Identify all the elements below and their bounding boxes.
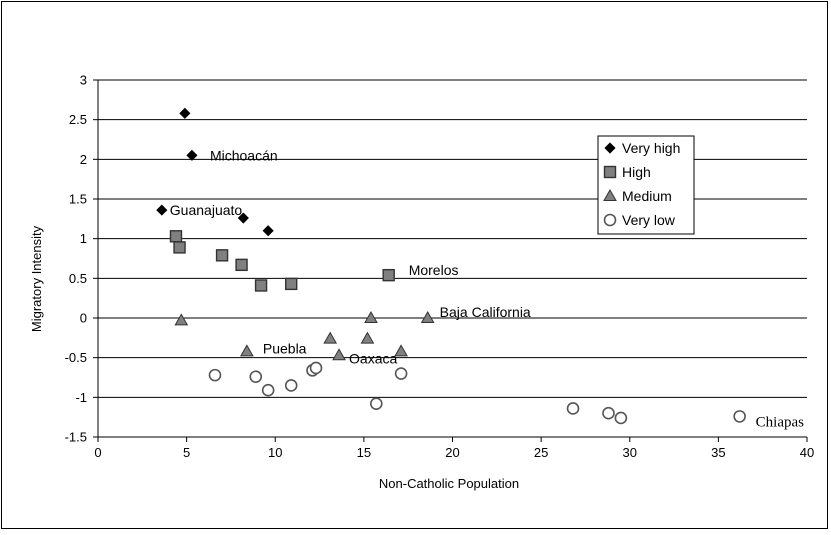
legend-label-medium: Medium xyxy=(622,188,672,204)
annotation-label: Baja California xyxy=(440,304,531,320)
point-high xyxy=(254,279,268,292)
x-axis-title: Non-Catholic Population xyxy=(379,476,519,491)
point-high xyxy=(235,258,248,272)
x-tick-label: 20 xyxy=(445,445,459,460)
point-very-low xyxy=(394,367,408,380)
legend: Very high High Medium Very low xyxy=(597,135,695,235)
point-very-low xyxy=(733,410,746,423)
legend-marker-medium xyxy=(603,188,617,201)
y-tick-label: 3 xyxy=(80,73,87,88)
point-very-low xyxy=(602,406,615,420)
point-medium xyxy=(360,331,375,344)
y-tick-label: -1 xyxy=(75,390,87,405)
annotation-label: Chiapas xyxy=(756,414,804,430)
x-tick-label: 40 xyxy=(800,445,814,460)
x-tick-label: 10 xyxy=(268,445,282,460)
point-very-low xyxy=(249,370,263,384)
annotation-label: Morelos xyxy=(409,262,459,278)
point-medium xyxy=(174,313,189,326)
point-very-low xyxy=(614,411,628,425)
point-very-high xyxy=(237,212,249,224)
legend-label-very-low: Very low xyxy=(622,212,676,228)
y-tick-label: 0.5 xyxy=(69,271,87,286)
annotation-label: Guanajuato xyxy=(170,202,243,218)
gridlines xyxy=(98,79,807,438)
point-very-high xyxy=(186,149,198,161)
point-medium xyxy=(394,344,408,357)
y-tick-label: 1 xyxy=(80,231,87,246)
annotation-label: Michoacán xyxy=(210,147,278,163)
y-tick-label: -1.5 xyxy=(65,430,87,445)
state-annotations: Michoacán Guanajuato Morelos Baja Californi… xyxy=(170,147,804,430)
annotation-label: Oaxaca xyxy=(349,350,397,366)
data-points xyxy=(156,107,746,425)
x-tick-label: 30 xyxy=(623,445,637,460)
x-tick-label: 5 xyxy=(183,445,190,460)
point-very-low xyxy=(261,383,275,397)
point-medium xyxy=(323,331,338,344)
legend-marker-very-low xyxy=(603,213,617,227)
y-tick-label: 2.5 xyxy=(69,112,87,127)
legend-marker-very-high xyxy=(604,142,616,154)
y-axis-title: Migratory Intensity xyxy=(29,225,44,332)
point-very-low xyxy=(369,397,383,410)
point-medium xyxy=(420,310,435,323)
point-very-high xyxy=(179,107,191,119)
legend-label-very-high: Very high xyxy=(622,140,680,156)
x-tick-labels: 0 5 10 15 20 25 30 35 40 xyxy=(94,445,814,460)
y-tick-labels: 3 2.5 2 1.5 1 0.5 0 -0.5 -1 -1.5 xyxy=(65,73,87,445)
x-tick-label: 35 xyxy=(711,445,725,460)
point-medium xyxy=(364,310,378,323)
y-tick-label: 2 xyxy=(80,152,87,167)
point-very-low xyxy=(309,361,323,375)
y-tick-label: 1.5 xyxy=(69,192,87,207)
point-medium xyxy=(332,348,346,361)
y-tick-label: -0.5 xyxy=(65,350,87,365)
legend-label-high: High xyxy=(622,164,651,180)
x-tick-label: 25 xyxy=(534,445,548,460)
point-very-low xyxy=(284,379,298,392)
point-high xyxy=(215,249,229,262)
point-very-high xyxy=(262,225,274,237)
annotation-label: Puebla xyxy=(263,340,307,356)
x-tick-label: 15 xyxy=(357,445,371,460)
y-tick-label: 0 xyxy=(80,311,87,326)
point-very-low xyxy=(208,368,222,382)
point-high xyxy=(382,268,395,282)
legend-marker-high xyxy=(603,165,617,179)
point-high xyxy=(169,230,183,243)
x-tick-label: 0 xyxy=(94,445,101,460)
point-high xyxy=(285,277,298,291)
axes xyxy=(93,79,808,442)
point-medium xyxy=(240,344,254,357)
point-high xyxy=(173,241,186,254)
point-very-low xyxy=(566,402,580,415)
point-very-high xyxy=(156,204,168,216)
